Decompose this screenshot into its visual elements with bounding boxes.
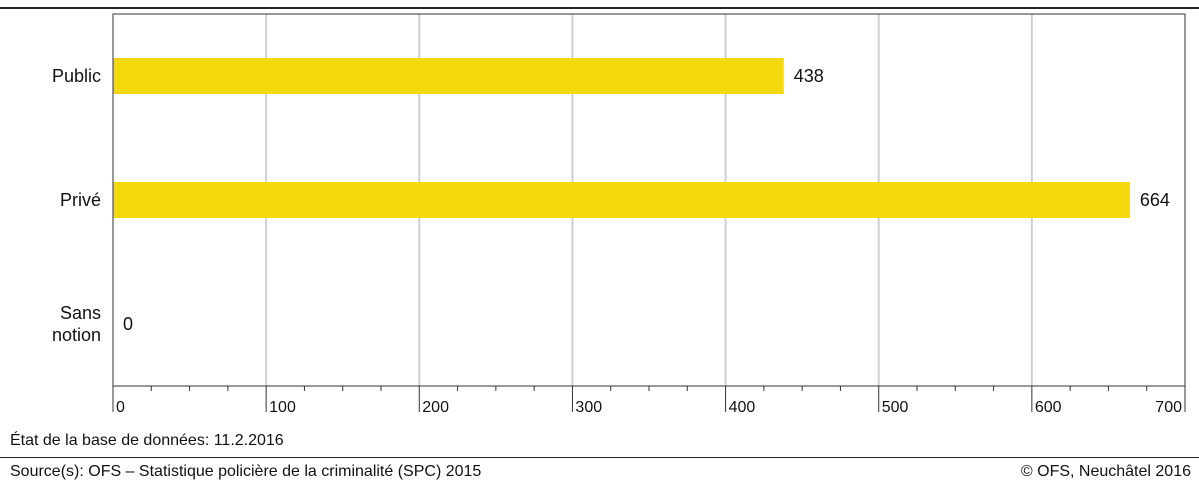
copyright-note: © OFS, Neuchâtel 2016 <box>1020 463 1191 480</box>
database-state-note: État de la base de données: 11.2.2016 <box>10 432 284 449</box>
category-label: Sans <box>60 303 101 323</box>
top-rule <box>0 7 1199 9</box>
x-tick-label: 500 <box>882 399 909 416</box>
labels: 0 100 200 300 400 500 600 700 438 Public 664 Privé 0… <box>52 66 1182 416</box>
x-tick-label: 700 <box>1155 399 1182 416</box>
category-label: notion <box>52 325 101 345</box>
x-tick-label: 300 <box>575 399 602 416</box>
bar-value-label: 664 <box>1140 190 1170 210</box>
bar-value-label: 0 <box>123 314 133 334</box>
x-tick-label: 0 <box>116 399 125 416</box>
bar-value-label: 438 <box>794 66 824 86</box>
bar <box>113 58 784 94</box>
x-tick-label: 600 <box>1035 399 1062 416</box>
bottom-rule <box>0 457 1199 458</box>
x-tick-label: 200 <box>422 399 449 416</box>
x-tick-label: 100 <box>269 399 296 416</box>
source-note: Source(s): OFS – Statistique policière d… <box>10 463 482 480</box>
x-tick-label: 400 <box>729 399 756 416</box>
bar-chart: 0 100 200 300 400 500 600 700 438 Public 664 Privé 0… <box>52 13 1186 416</box>
category-label: Public <box>52 66 101 86</box>
bars <box>113 58 1130 218</box>
axes <box>112 13 1186 412</box>
bar <box>113 182 1130 218</box>
category-label: Privé <box>60 190 101 210</box>
